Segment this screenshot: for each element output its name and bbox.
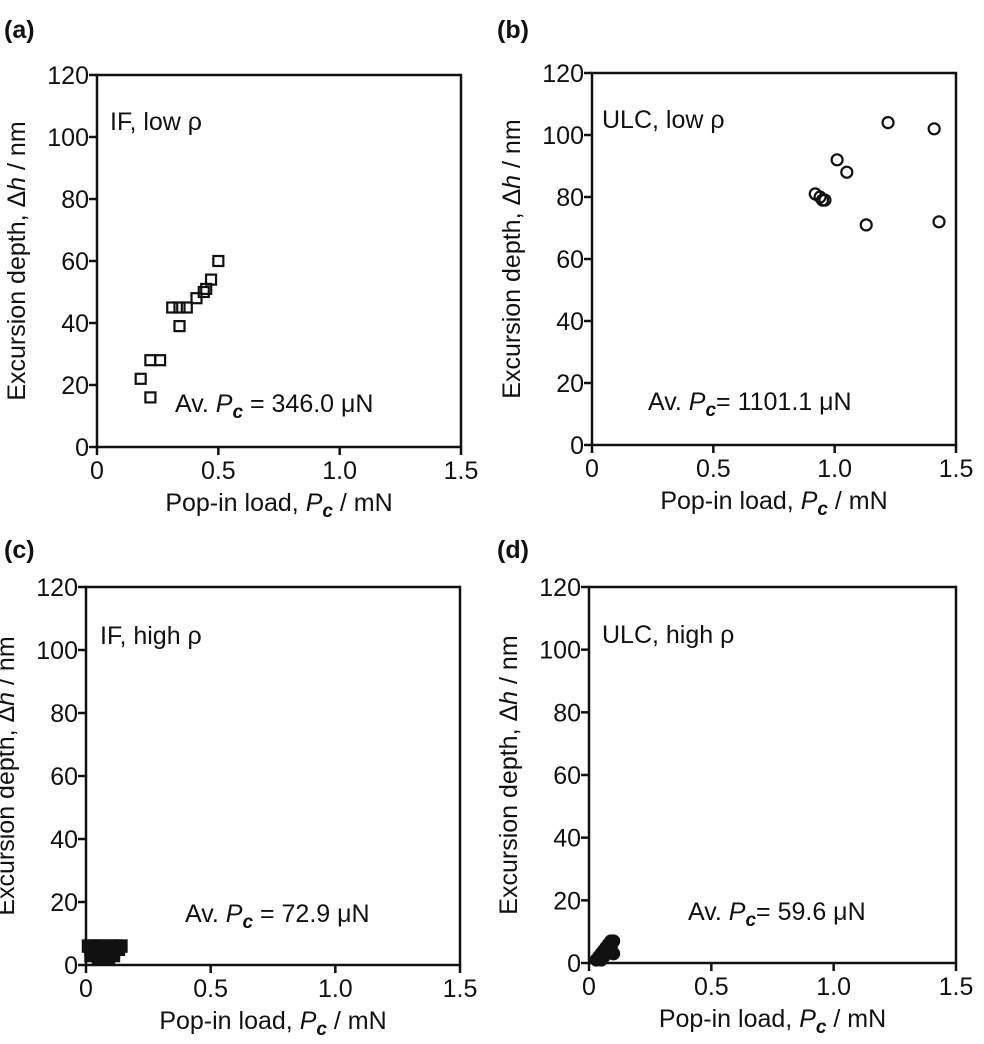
x-tick-label: 1.5: [939, 455, 974, 483]
y-tick-label: 20: [61, 372, 89, 400]
data-point: [180, 301, 193, 314]
y-tick-label: 0: [567, 950, 581, 978]
x-tick-label: 0.5: [694, 973, 729, 1001]
panel-d: (d) 0 0.5 1.0 1.5 0 20 40 60 80 100 120 Pop-in load,…: [495, 536, 973, 1038]
x-tick-label: 0.5: [193, 975, 228, 1003]
sample-annotation: IF, high ρ: [100, 622, 202, 650]
x-tick-label: 1.0: [322, 457, 357, 485]
y-tick-label: 80: [553, 699, 581, 727]
y-axis-label: Excursion depth, Δh / nm: [0, 636, 20, 915]
x-axis-label: Pop-in load, Pc / mN: [660, 487, 887, 520]
data-point: [212, 254, 225, 268]
x-tick-label: 0: [79, 975, 93, 1003]
data-point: [932, 215, 946, 229]
data-point: [606, 946, 621, 961]
y-axis-label: Excursion depth, Δh / nm: [498, 119, 526, 398]
x-tick-label: 0: [582, 973, 596, 1001]
x-axis-label: Pop-in load, Pc / mN: [165, 489, 392, 522]
data-point: [153, 354, 167, 367]
y-tick-label: 20: [50, 889, 78, 917]
y-tick-label: 120: [47, 62, 89, 90]
panel-b: (b) 0 0.5 1.0 1.5 0 20 40 60 80 100 120 Pop-in load,…: [497, 16, 973, 520]
data-point: [173, 301, 186, 314]
y-tick-label: 60: [553, 762, 581, 790]
sample-annotation: ULC, high ρ: [602, 621, 734, 649]
sample-annotation: ULC, low ρ: [602, 106, 725, 134]
x-tick-label: 1.5: [939, 973, 974, 1001]
data-point: [840, 165, 854, 179]
panel-label: (a): [4, 16, 35, 44]
data-point: [881, 115, 895, 130]
y-tick-label: 80: [50, 700, 78, 728]
y-tick-label: 40: [61, 310, 89, 338]
x-tick-label: 0.5: [201, 457, 236, 485]
y-axis-label: Excursion depth, Δh / nm: [3, 121, 31, 400]
x-tick-label: 1.0: [817, 455, 852, 483]
data-point: [144, 391, 157, 404]
x-tick-label: 1.0: [318, 975, 353, 1003]
y-tick-label: 40: [50, 826, 78, 854]
x-tick-label: 0: [90, 457, 104, 485]
y-tick-label: 120: [539, 574, 581, 602]
data-point: [144, 354, 157, 367]
x-tick-label: 0.5: [696, 455, 731, 483]
y-tick-label: 60: [50, 763, 78, 791]
average-pop-in-load: Av. Pc= 59.6 μN: [688, 898, 866, 931]
data-point: [114, 939, 128, 953]
x-axis-label: Pop-in load, Pc / mN: [159, 1007, 386, 1040]
y-tick-label: 20: [556, 370, 584, 398]
y-tick-label: 80: [556, 184, 584, 212]
y-tick-label: 60: [61, 248, 89, 276]
data-point: [190, 292, 203, 305]
y-tick-label: 120: [36, 574, 78, 602]
y-tick-label: 100: [47, 124, 89, 152]
data-point: [204, 273, 218, 286]
y-tick-label: 100: [539, 637, 581, 665]
x-tick-label: 1.5: [444, 457, 479, 485]
data-point: [859, 218, 873, 232]
y-tick-label: 40: [556, 308, 584, 336]
data-point: [830, 153, 844, 167]
y-tick-label: 0: [75, 434, 89, 462]
panel-label: (b): [497, 16, 529, 44]
panel-label: (c): [4, 536, 35, 564]
y-tick-label: 40: [553, 825, 581, 853]
data-point: [818, 193, 832, 207]
data-point: [927, 122, 941, 136]
panel-c: (c) 0 0.5 1.0 1.5 0 20 40 60 80 100 120 Pop-in load,…: [0, 536, 477, 1040]
sample-annotation: IF, low ρ: [110, 108, 202, 136]
x-tick-label: 1.0: [816, 973, 851, 1001]
y-tick-label: 100: [36, 637, 78, 665]
y-axis-label: Excursion depth, Δh / nm: [495, 635, 523, 914]
data-point: [197, 285, 210, 299]
x-axis-label: Pop-in load, Pc / mN: [659, 1005, 886, 1038]
y-tick-label: 0: [64, 952, 78, 980]
x-tick-label: 0: [585, 455, 599, 483]
y-tick-label: 120: [542, 60, 584, 88]
x-tick-label: 1.5: [443, 975, 478, 1003]
y-tick-label: 100: [542, 122, 584, 150]
data-point: [173, 320, 186, 333]
y-tick-label: 80: [61, 186, 89, 214]
data-point: [166, 301, 179, 314]
panel-a: (a) 0 0.5 1.0 1.5 0 20 40 60 80 100 120 Pop-in load,…: [3, 16, 478, 522]
data-point: [134, 372, 147, 385]
y-tick-label: 60: [556, 246, 584, 274]
average-pop-in-load: Av. Pc = 346.0 μN: [175, 390, 374, 423]
average-pop-in-load: Av. Pc= 1101.1 μN: [648, 388, 852, 421]
average-pop-in-load: Av. Pc = 72.9 μN: [185, 900, 370, 933]
y-tick-label: 20: [553, 887, 581, 915]
data-point: [606, 934, 621, 948]
panel-label: (d): [497, 536, 529, 564]
y-tick-label: 0: [570, 432, 584, 460]
